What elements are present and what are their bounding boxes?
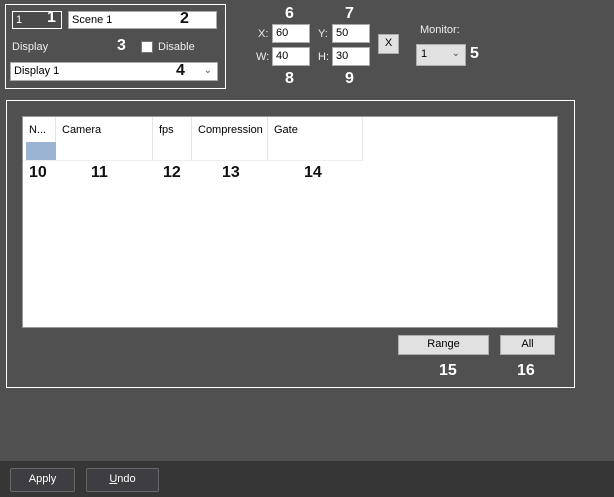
scene-number-field[interactable]: 1 bbox=[12, 11, 62, 29]
callout-1: 1 bbox=[47, 9, 56, 26]
display-label: Display bbox=[12, 41, 49, 53]
column-camera[interactable]: Camera bbox=[56, 117, 153, 161]
callout-9: 9 bbox=[345, 70, 354, 87]
scene-name-input[interactable]: Scene 1 bbox=[68, 11, 217, 29]
cameras-table[interactable]: N... Camera fps Compression Gate 10 11 1… bbox=[22, 116, 558, 328]
column-number[interactable]: N... bbox=[23, 117, 56, 161]
display-select-value: Display 1 bbox=[14, 65, 60, 77]
chevron-down-icon: ⌄ bbox=[451, 48, 460, 59]
callout-15: 15 bbox=[439, 362, 457, 379]
h-input[interactable]: 30 bbox=[332, 47, 370, 66]
row-divider bbox=[23, 160, 363, 161]
cameras-group bbox=[6, 100, 575, 388]
callout-11: 11 bbox=[91, 164, 108, 181]
chevron-down-icon: ⌄ bbox=[203, 65, 212, 76]
disable-checkbox[interactable] bbox=[141, 41, 153, 53]
apply-button[interactable]: Apply bbox=[10, 468, 75, 492]
range-button[interactable]: Range bbox=[398, 335, 489, 355]
all-button[interactable]: All bbox=[500, 335, 555, 355]
callout-2: 2 bbox=[180, 10, 189, 27]
callout-8: 8 bbox=[285, 70, 294, 87]
monitor-label: Monitor: bbox=[420, 24, 460, 36]
w-label: W: bbox=[256, 51, 270, 63]
w-input[interactable]: 40 bbox=[272, 47, 310, 66]
column-gate[interactable]: Gate bbox=[268, 117, 363, 161]
callout-16: 16 bbox=[517, 362, 535, 379]
y-input[interactable]: 50 bbox=[332, 24, 370, 43]
column-fps[interactable]: fps bbox=[153, 117, 192, 161]
h-label: H: bbox=[318, 51, 329, 63]
callout-13: 13 bbox=[222, 164, 240, 181]
callout-3: 3 bbox=[117, 37, 126, 54]
callout-6: 6 bbox=[285, 5, 294, 22]
y-label: Y: bbox=[318, 28, 328, 40]
callout-14: 14 bbox=[304, 164, 322, 181]
callout-5: 5 bbox=[470, 45, 479, 62]
callout-12: 12 bbox=[163, 164, 181, 181]
footer-bar: Apply Undo bbox=[0, 461, 614, 497]
display-select[interactable]: Display 1 ⌄ bbox=[10, 62, 218, 81]
monitor-select-value: 1 bbox=[421, 48, 428, 60]
monitor-select[interactable]: 1 ⌄ bbox=[416, 44, 466, 66]
selected-cell[interactable] bbox=[26, 142, 56, 160]
x-input[interactable]: 60 bbox=[272, 24, 310, 43]
callout-10: 10 bbox=[29, 164, 47, 181]
undo-mnemonic: U bbox=[109, 473, 118, 485]
undo-button[interactable]: Undo bbox=[86, 468, 159, 492]
column-compression[interactable]: Compression bbox=[192, 117, 268, 161]
callout-4: 4 bbox=[176, 62, 185, 79]
scene-group bbox=[5, 4, 226, 89]
disable-label: Disable bbox=[158, 41, 195, 53]
clear-coords-button[interactable]: X bbox=[378, 34, 399, 54]
callout-7: 7 bbox=[345, 5, 354, 22]
x-label: X: bbox=[258, 28, 269, 40]
undo-label: ndo bbox=[117, 473, 136, 485]
